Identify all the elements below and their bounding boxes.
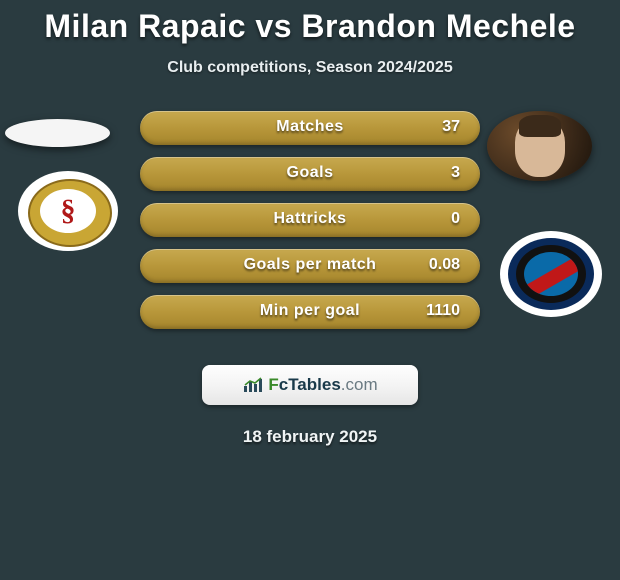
stat-row-matches: Matches 37 — [140, 111, 480, 145]
stat-value: 3 — [451, 164, 460, 182]
player-right-avatar — [487, 111, 592, 181]
comparison-card: Milan Rapaic vs Brandon Mechele Club com… — [0, 0, 620, 580]
stat-value: 0 — [451, 210, 460, 228]
brand-suffix: .com — [341, 375, 378, 394]
stat-row-goals: Goals 3 — [140, 157, 480, 191]
brand-badge: FcTables.com — [202, 365, 418, 405]
stat-row-min-per-goal: Min per goal 1110 — [140, 295, 480, 329]
stat-value: 37 — [442, 118, 460, 136]
brand-inner: FcTables.com — [242, 375, 377, 395]
brand-main: cTables — [279, 375, 341, 394]
stat-row-hattricks: Hattricks 0 — [140, 203, 480, 237]
page-title: Milan Rapaic vs Brandon Mechele — [0, 0, 620, 45]
stat-label: Hattricks — [140, 210, 480, 228]
date-line: 18 february 2025 — [0, 427, 620, 447]
club-crest-right — [500, 231, 602, 317]
stat-value: 0.08 — [429, 256, 460, 274]
season-subtitle: Club competitions, Season 2024/2025 — [0, 59, 620, 77]
stat-label: Goals — [140, 164, 480, 182]
stat-value: 1110 — [426, 302, 460, 320]
stats-area: § Matches 37 Goals 3 Hattricks 0 Goals — [0, 111, 620, 341]
stat-row-goals-per-match: Goals per match 0.08 — [140, 249, 480, 283]
crest-left-glyph: § — [48, 193, 88, 229]
brand-letter-f: F — [268, 375, 278, 394]
bar-chart-icon — [242, 376, 264, 394]
club-crest-left: § — [18, 171, 118, 251]
stat-label: Matches — [140, 118, 480, 136]
brand-text: FcTables.com — [268, 375, 377, 395]
player-left-avatar-placeholder — [5, 119, 110, 147]
stat-bars: Matches 37 Goals 3 Hattricks 0 Goals per… — [140, 111, 480, 341]
